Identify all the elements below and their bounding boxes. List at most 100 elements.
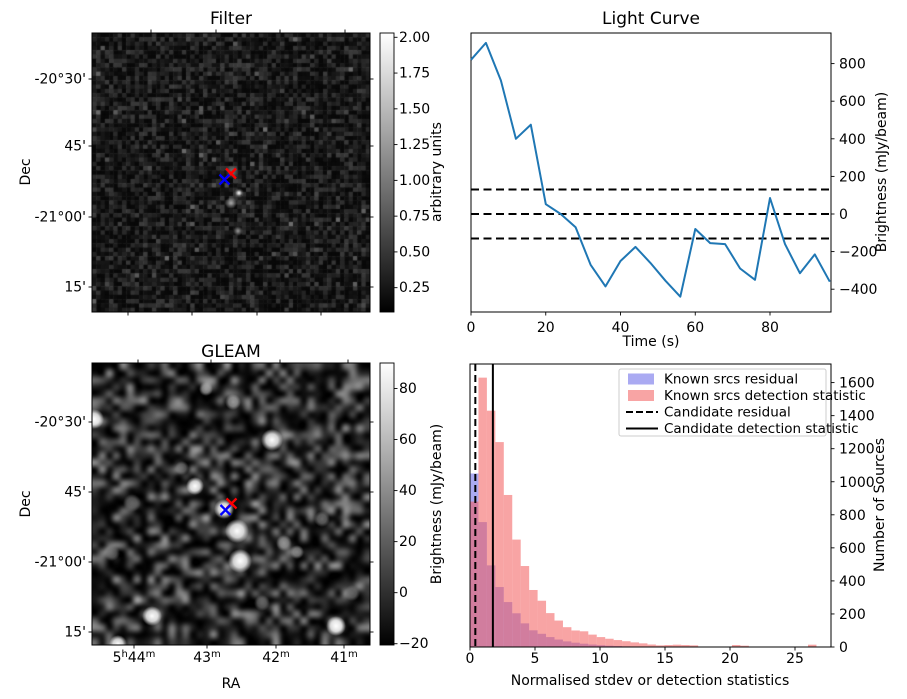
hist-bar-detection <box>613 640 623 647</box>
gleam-panel: GLEAM Dec RA -20°30' 45' -21°00' 15' 5h44m 43… <box>18 342 445 692</box>
filter-colorbar-tick-label: 0.25 <box>399 280 430 296</box>
gleam-ytick-label: -20°30' <box>34 415 86 431</box>
gleam-axes-frame <box>91 362 371 646</box>
hist-bar-detection <box>529 589 538 647</box>
hist-bar-detection <box>647 644 656 647</box>
gleam-colorbar-tick-label: −20 <box>399 636 429 652</box>
hist-bar-detection <box>503 494 513 647</box>
light-curve-ytick-label: 0 <box>839 207 848 223</box>
histogram-xtick-label: 20 <box>721 651 739 667</box>
hist-bar-detection <box>596 637 606 648</box>
histogram-ytick-label: 1200 <box>839 442 875 458</box>
histogram-xtick-label: 10 <box>591 651 609 667</box>
light-curve-ytick-label: 200 <box>839 169 866 185</box>
hist-bar-detection <box>622 641 631 647</box>
hist-bar-detection <box>571 630 580 648</box>
legend-box <box>618 368 827 437</box>
gleam-colorbar-tick-label: 80 <box>399 381 417 397</box>
filter-colorbar-tick-label: 1.50 <box>399 101 430 117</box>
light-curve-ytick-label: 600 <box>839 94 866 110</box>
filter-title: Filter <box>210 9 252 29</box>
hist-bar-detection <box>731 645 741 647</box>
histogram-ytick-label: 200 <box>839 607 866 623</box>
filter-panel: Filter Dec -20°30' 45' -21°00' 15' 2.00 1.75… <box>18 9 445 316</box>
hist-bar-detection <box>808 644 817 647</box>
histogram-ytick-label: 1400 <box>839 409 875 425</box>
histogram-legend: Known srcs residual Known srcs detection… <box>618 368 866 437</box>
histogram-xtick-label: 15 <box>656 651 674 667</box>
hist-bar-detection <box>588 634 597 647</box>
hist-bar-detection <box>639 643 648 647</box>
hist-bar-detection <box>689 645 699 647</box>
legend-label-candidate-residual: Candidate residual <box>664 405 791 421</box>
gleam-xtick-label: 43m <box>193 649 221 666</box>
histogram-ylabel: Number of Sources <box>872 438 888 572</box>
hist-bar-detection <box>740 645 749 647</box>
histogram-ytick-label: 0 <box>839 640 848 656</box>
gleam-colorbar-tick-label: 0 <box>399 585 408 601</box>
hist-bar-detection <box>470 501 479 647</box>
light-curve-title: Light Curve <box>602 9 700 29</box>
filter-colorbar-label: arbitrary units <box>429 122 445 222</box>
legend-label-candidate-detection: Candidate detection statistic <box>664 421 859 437</box>
light-curve-panel: Light Curve 0 20 40 60 80 800 600 400 200 0 −200 −4… <box>467 9 890 350</box>
histogram-xlabel: Normalised stdev or detection statistics <box>511 673 790 689</box>
legend-swatch-detection-icon <box>628 390 654 401</box>
hist-bar-detection <box>554 620 563 647</box>
filter-ytick-label: 45' <box>64 139 86 155</box>
light-curve-xtick-label: 0 <box>467 320 476 336</box>
light-curve-ytick-label: 800 <box>839 57 866 73</box>
hist-bar-detection <box>546 613 555 647</box>
histogram-xtick-label: 0 <box>466 651 475 667</box>
light-curve-xtick-label: 20 <box>537 320 555 336</box>
legend-swatch-residual-icon <box>628 373 654 385</box>
histogram-xtick-label: 5 <box>531 651 540 667</box>
hist-bar-detection <box>630 642 639 647</box>
filter-colorbar <box>379 32 395 313</box>
hist-bar-detection <box>495 442 504 647</box>
gleam-colorbar <box>379 362 395 646</box>
filter-colorbar-tick-label: 2.00 <box>399 30 430 46</box>
light-curve-xtick-label: 80 <box>761 320 779 336</box>
gleam-ytick-label: -21°00' <box>34 555 86 571</box>
histogram-ytick-label: 1000 <box>839 475 875 491</box>
light-curve-ylabel: Brightness (mJy/beam) <box>874 92 890 252</box>
hist-bar-detection <box>520 566 530 647</box>
filter-colorbar-tick-label: 0.75 <box>399 209 430 225</box>
hist-bar-detection <box>655 645 665 647</box>
histogram-ytick-label: 600 <box>839 541 866 557</box>
hist-bar-detection <box>681 645 690 647</box>
hist-bar-detection <box>605 638 614 647</box>
gleam-xtick-label: 41m <box>330 649 358 666</box>
gleam-ytick-label: 45' <box>64 485 86 501</box>
histogram-ytick-label: 400 <box>839 574 866 590</box>
hist-bar-detection <box>664 645 673 647</box>
light-curve-ytick-label: −200 <box>839 245 877 261</box>
gleam-xlabel: RA <box>222 676 241 692</box>
light-curve-xtick-label: 60 <box>686 320 704 336</box>
light-curve-axes-frame <box>470 32 832 313</box>
histogram-xtick-label: 25 <box>786 651 804 667</box>
histogram-panel: 0 5 10 15 20 2502004006008001000120014001600 … <box>466 363 888 689</box>
light-curve-ytick-label: −400 <box>839 282 877 298</box>
filter-colorbar-tick-label: 0.50 <box>399 244 430 260</box>
gleam-title: GLEAM <box>201 342 261 362</box>
filter-axes-frame <box>91 32 371 313</box>
legend-label-known-residual: Known srcs residual <box>664 372 798 388</box>
known-source-x-marker-icon <box>219 504 232 516</box>
legend-label-known-detection: Known srcs detection statistic <box>664 388 866 404</box>
hist-bar-detection <box>672 644 682 647</box>
hist-bar-detection <box>512 539 521 647</box>
light-curve-line <box>470 41 831 298</box>
gleam-colorbar-label: Brightness (mJy/beam) <box>429 424 445 584</box>
hist-bar-detection <box>486 410 496 647</box>
gleam-ytick-label: 15' <box>64 625 86 641</box>
histogram-ytick-label: 1600 <box>839 376 875 392</box>
filter-ytick-label: -20°30' <box>34 72 86 88</box>
hist-bar-detection <box>562 627 572 647</box>
gleam-ylabel: Dec <box>18 490 34 517</box>
filter-ytick-label: 15' <box>64 280 86 296</box>
filter-colorbar-tick-label: 1.75 <box>399 66 430 82</box>
